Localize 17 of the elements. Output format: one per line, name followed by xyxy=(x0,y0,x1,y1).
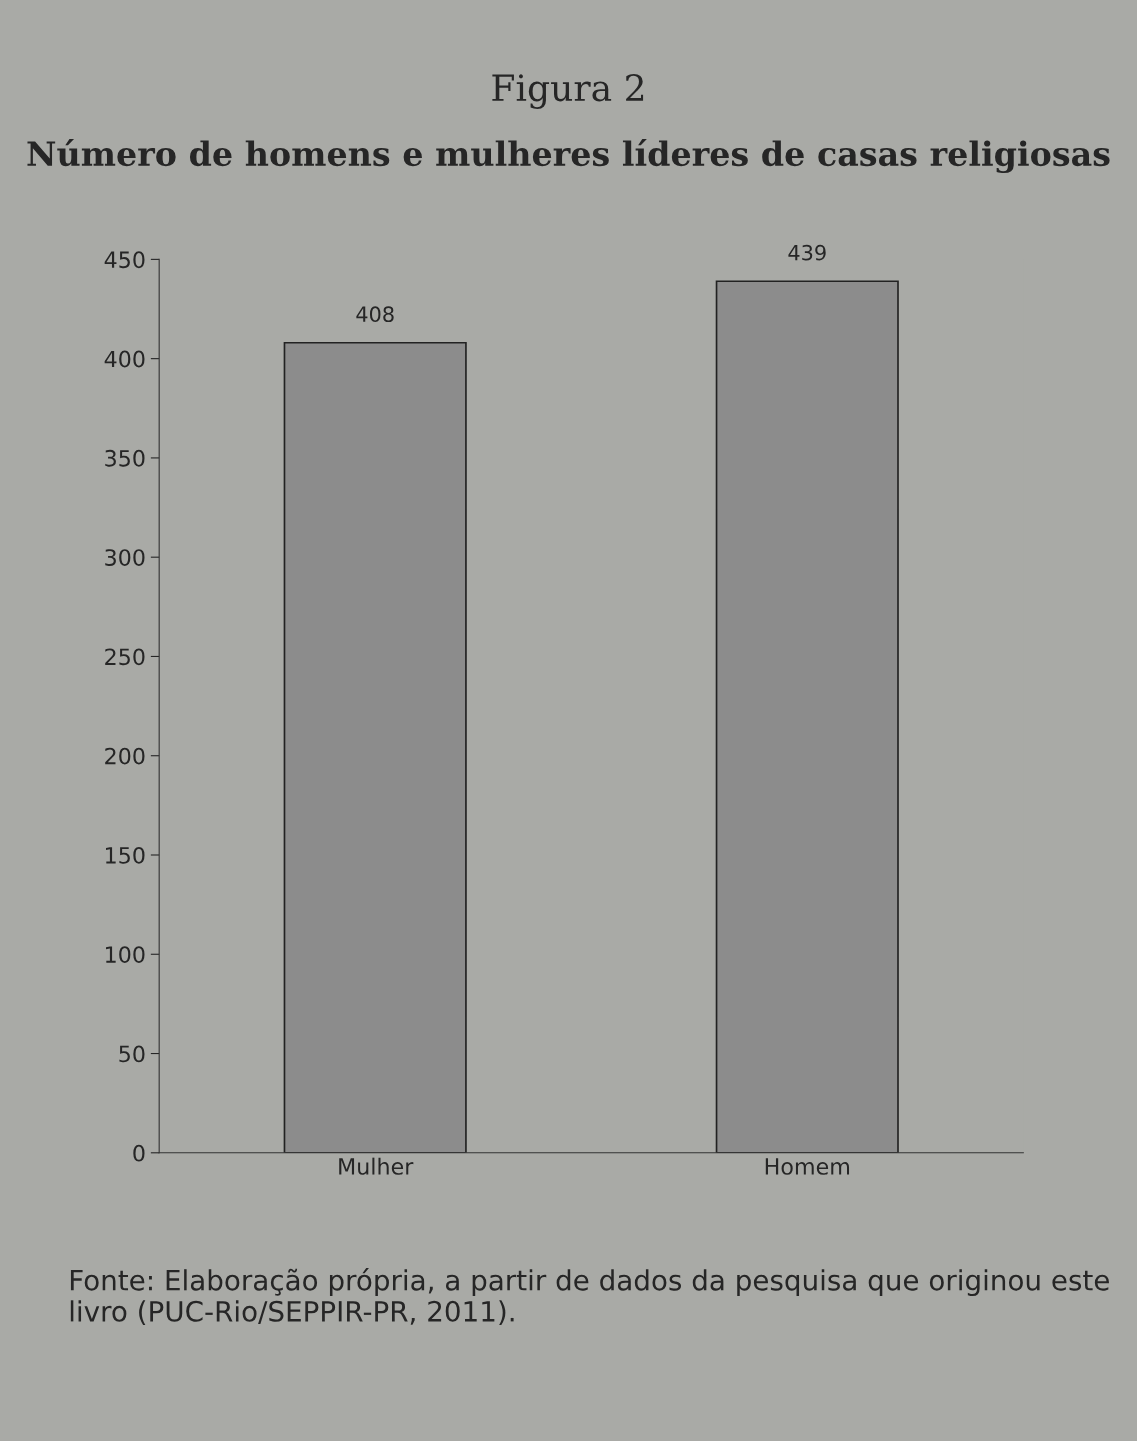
y-tick-label: 150 xyxy=(106,846,145,864)
data-label: 439 xyxy=(788,244,826,261)
y-tick-label: 250 xyxy=(105,648,145,666)
y-tick-label: 350 xyxy=(105,449,145,467)
chart-subtitle: Número de homens e mulheres líderes de casas religiosas xyxy=(27,139,1110,174)
y-tick-label: 100 xyxy=(106,946,145,964)
y-tick-label: 450 xyxy=(104,251,145,269)
y-tick-label: 300 xyxy=(105,549,145,566)
data-label: 408 xyxy=(356,306,394,323)
x-tick-label: Mulher xyxy=(339,1157,414,1175)
y-tick-label: 200 xyxy=(105,747,145,765)
y-tick-label: 50 xyxy=(119,1045,145,1063)
y-tick-label: 0 xyxy=(133,1144,145,1162)
chart-title: Figura 2 xyxy=(492,74,644,109)
y-tick-label: 400 xyxy=(104,350,145,368)
source-note: Fonte: Elaboração própria, a partir de dados da pesquisa que originou este livro (PUC-Rio/SEPPIR-PR, 2011). xyxy=(70,1268,1109,1326)
x-tick-label: Homem xyxy=(765,1158,850,1175)
